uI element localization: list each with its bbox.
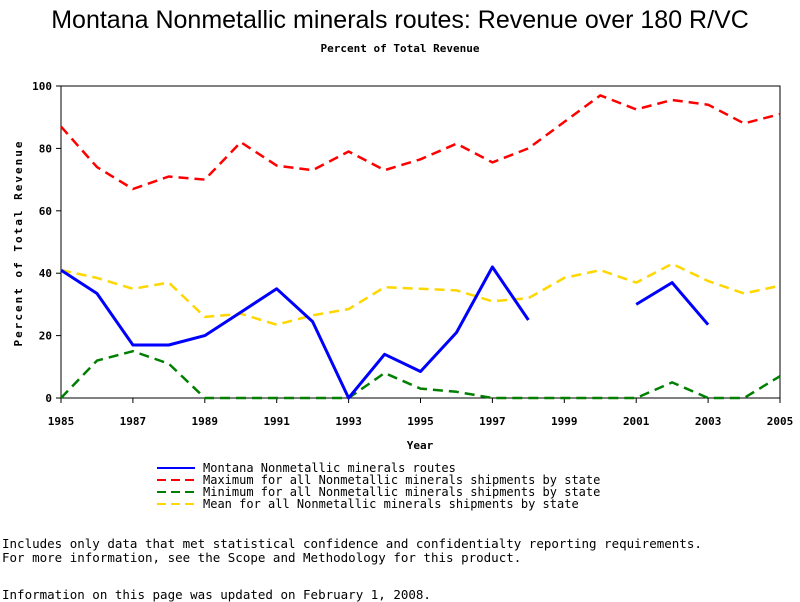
- legend-label: Mean for all Nonmetallic minerals shipme…: [203, 497, 579, 511]
- legend-label: Maximum for all Nonmetallic minerals shi…: [203, 473, 600, 487]
- footnote-methodology: For more information, see the Scope and …: [2, 550, 522, 565]
- legend-label: Minimum for all Nonmetallic minerals shi…: [203, 485, 600, 499]
- footnote-confidence: Includes only data that met statistical …: [2, 536, 702, 551]
- plot-frame: [60, 85, 781, 399]
- series-3: [60, 262, 781, 326]
- x-tick-label: 1995: [407, 415, 434, 428]
- x-tick-label: 1999: [551, 415, 578, 428]
- x-tick-label: 1991: [263, 415, 290, 428]
- x-tick-label: 1985: [48, 415, 75, 428]
- x-tick-label: 2005: [767, 415, 794, 428]
- x-tick-label: 1989: [192, 415, 219, 428]
- y-tick-label: 40: [39, 267, 52, 280]
- series-line: [60, 94, 781, 191]
- series-line: [60, 262, 781, 326]
- x-tick-label: 1993: [335, 415, 362, 428]
- x-axis-title: Year: [407, 439, 434, 452]
- y-axis: 0 20 40 60 80 100: [32, 80, 61, 405]
- plot-border: [60, 85, 781, 399]
- footnote-updated: Information on this page was updated on …: [2, 587, 431, 602]
- y-tick-label: 80: [39, 142, 52, 155]
- y-tick-label: 0: [45, 392, 52, 405]
- y-axis-title: Percent of Total Revenue: [12, 140, 25, 347]
- x-tick-label: 1987: [120, 415, 147, 428]
- series-1: [60, 94, 781, 191]
- y-tick-label: 20: [39, 330, 52, 343]
- series-line: [635, 281, 710, 326]
- series-line: [60, 265, 530, 400]
- x-tick-label: 2001: [623, 415, 650, 428]
- x-tick-label: 1997: [479, 415, 506, 428]
- chart-title: Montana Nonmetallic minerals routes: Rev…: [51, 6, 749, 34]
- series-line: [60, 349, 781, 400]
- series-layer: [60, 94, 781, 400]
- x-axis: 1985 1987 1989 1991 1993 1995 1997 1999 2001 2003…: [48, 398, 794, 428]
- x-tick-label: 2003: [695, 415, 722, 428]
- chart-subtitle: Percent of Total Revenue: [320, 42, 480, 55]
- legend: Montana Nonmetallic minerals routesMaxim…: [157, 461, 600, 511]
- series-0: [60, 265, 710, 400]
- y-tick-label: 100: [32, 80, 52, 93]
- series-2: [60, 349, 781, 400]
- y-tick-label: 60: [39, 205, 52, 218]
- legend-label: Montana Nonmetallic minerals routes: [203, 461, 456, 475]
